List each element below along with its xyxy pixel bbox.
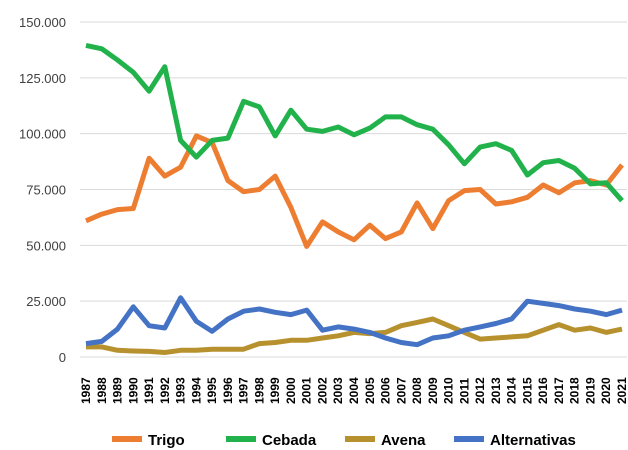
y-tick-label: 75.000 [26, 183, 66, 198]
x-tick-label: 2013 [489, 377, 503, 404]
x-tick-label: 2021 [615, 377, 628, 404]
x-tick-label: 1987 [79, 377, 93, 404]
x-tick-label: 2019 [583, 377, 597, 404]
x-tick-label: 2012 [473, 377, 487, 404]
y-tick-label: 150.000 [19, 15, 66, 30]
x-tick-label: 1995 [205, 377, 219, 404]
series-line [85, 42, 624, 203]
legend-label: Alternativas [490, 432, 576, 449]
y-tick-label: 0 [59, 350, 66, 365]
x-tick-label: 1994 [189, 377, 203, 404]
y-tick-label: 25.000 [26, 294, 66, 309]
x-tick-label: 2007 [394, 377, 408, 404]
x-tick-label: 2004 [347, 377, 361, 404]
x-tick-label: 2017 [552, 377, 566, 404]
legend-label: Avena [381, 432, 426, 449]
y-tick-label: 100.000 [19, 127, 66, 142]
x-tick-label: 2016 [536, 377, 550, 404]
legend-label: Cebada [262, 432, 317, 449]
x-tick-label: 2008 [410, 377, 424, 404]
series-line [85, 133, 624, 249]
y-tick-label: 125.000 [19, 71, 66, 86]
x-tick-label: 2015 [520, 377, 534, 404]
x-tick-label: 2002 [315, 377, 329, 404]
x-tick-label: 2005 [363, 377, 377, 404]
x-tick-label: 2010 [442, 377, 456, 404]
x-tick-label: 1992 [158, 377, 172, 404]
x-tick-label: 2009 [426, 377, 440, 404]
x-tick-label: 1997 [237, 377, 251, 404]
series-line [85, 295, 623, 348]
x-tick-label: 2000 [284, 377, 298, 404]
x-tick-label: 1993 [174, 377, 188, 404]
x-tick-label: 2003 [331, 377, 345, 404]
x-tick-label: 1996 [221, 377, 235, 404]
x-tick-label: 1998 [252, 377, 266, 404]
x-tick-label: 1991 [142, 377, 156, 404]
series-line [86, 316, 623, 355]
x-tick-label: 2006 [379, 377, 393, 404]
x-tick-label: 1990 [126, 377, 140, 404]
y-tick-label: 50.000 [26, 238, 66, 253]
x-tick-label: 2020 [599, 377, 613, 404]
x-tick-label: 2011 [457, 378, 471, 404]
x-tick-label: 2014 [505, 377, 519, 404]
x-tick-label: 1988 [95, 377, 109, 404]
x-tick-label: 2001 [300, 377, 314, 404]
x-tick-label: 1999 [268, 377, 282, 404]
legend-label: Trigo [148, 432, 185, 449]
x-tick-label: 1989 [111, 377, 125, 404]
x-tick-label: 2018 [568, 377, 582, 404]
